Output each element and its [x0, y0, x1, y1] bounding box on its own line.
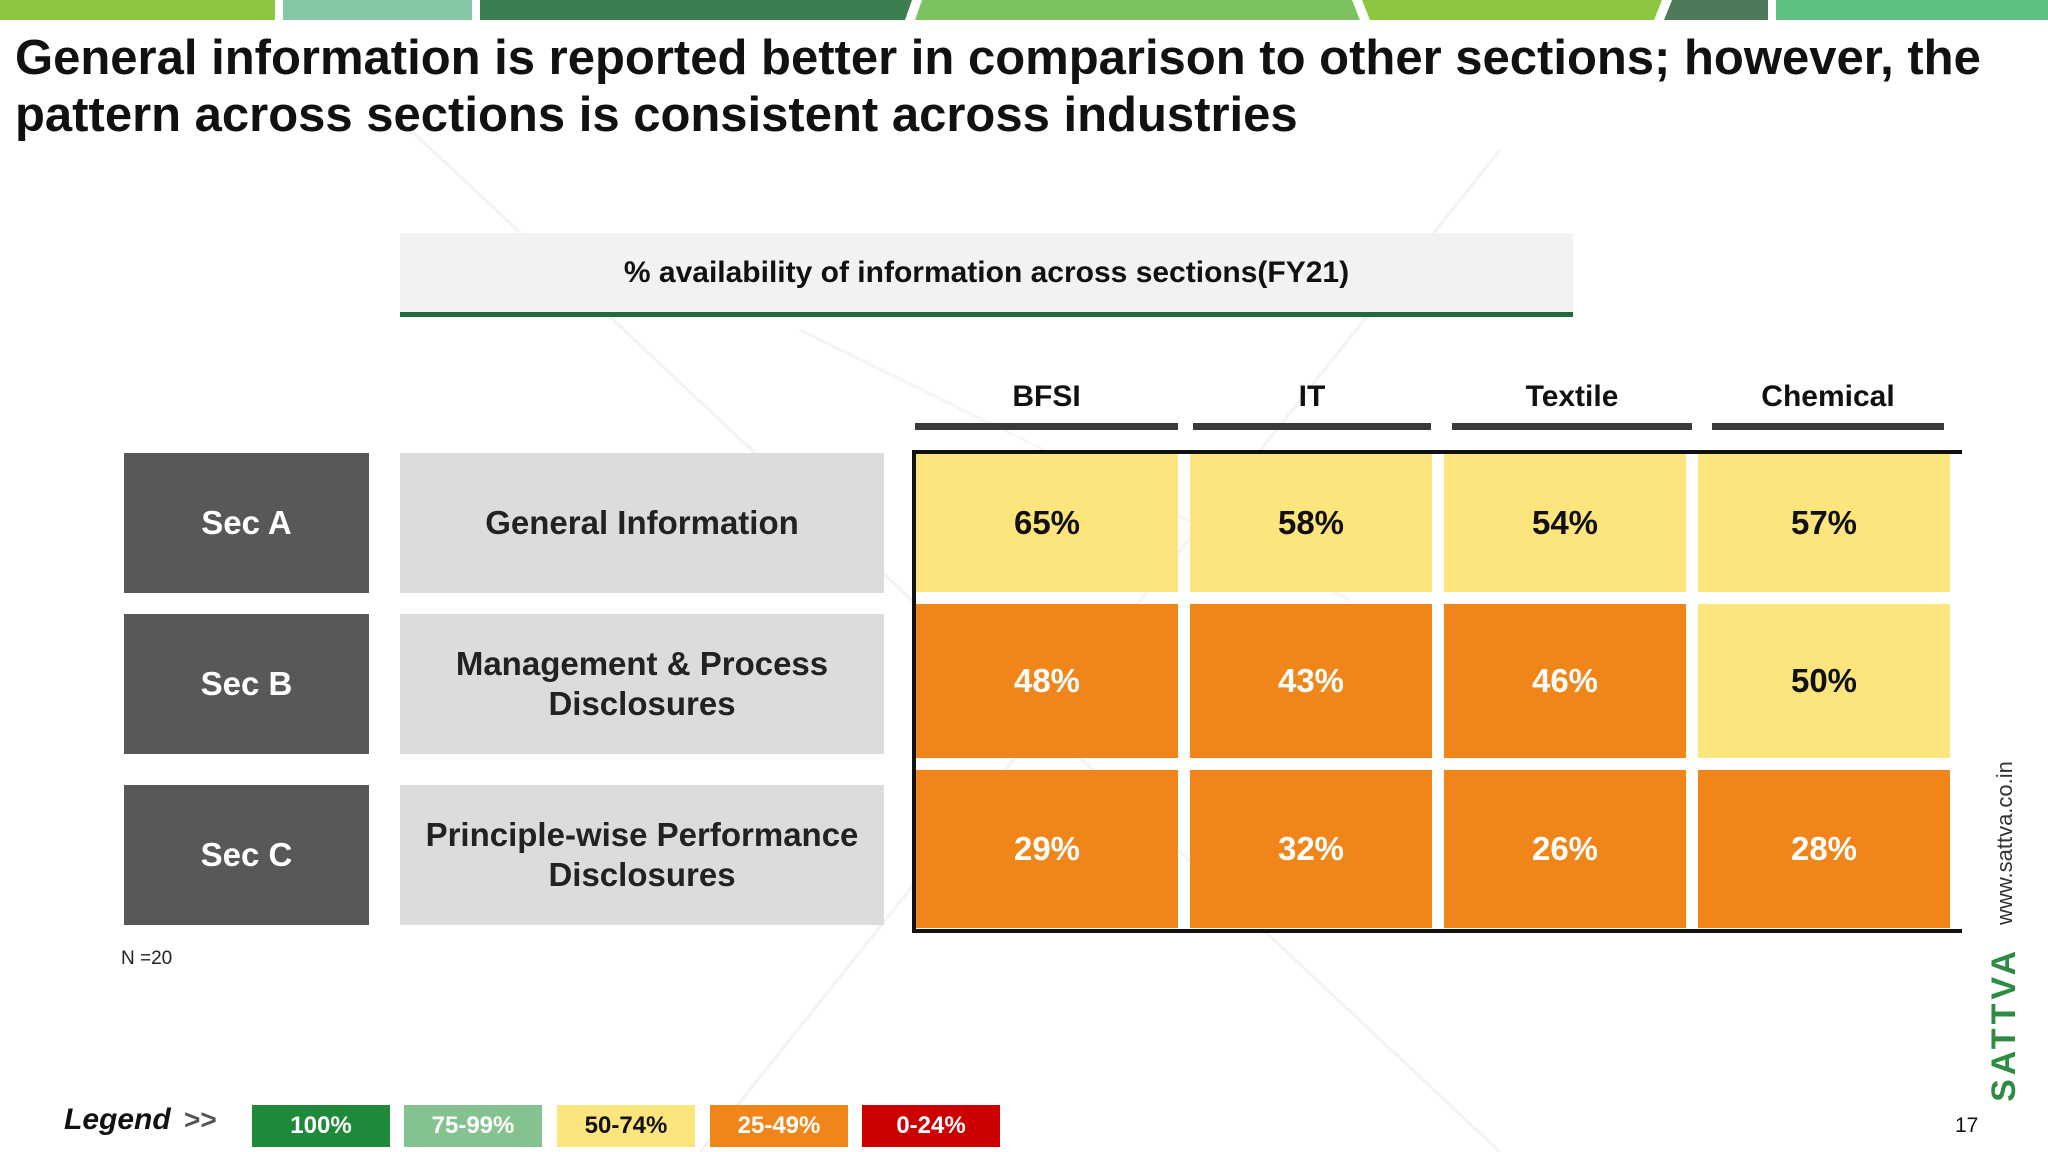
section-label: Sec A [124, 453, 369, 593]
brand-logo-text: SATTVA [1984, 946, 2023, 1102]
heatmap-cell: 46% [1444, 604, 1686, 758]
section-name: Management & Process Disclosures [400, 614, 884, 754]
heatmap-cell: 48% [916, 604, 1178, 758]
legend-item: 75-99% [404, 1105, 542, 1147]
column-header-textile: Textile [1452, 370, 1692, 430]
top-bar-segment [1664, 0, 1768, 20]
heatmap-cell: 26% [1444, 770, 1686, 928]
heatmap-cell: 50% [1698, 604, 1950, 758]
top-bar-segment [283, 0, 472, 20]
legend-item: 50-74% [557, 1105, 695, 1147]
legend-item: 25-49% [710, 1105, 848, 1147]
top-bar-segment [0, 0, 275, 20]
heatmap-frame [912, 450, 1962, 933]
legend-label: Legend [64, 1103, 171, 1136]
section-label: Sec C [124, 785, 369, 925]
section-name: Principle-wise Performance Disclosures [400, 785, 884, 925]
side-branding: SATTVA www.sattva.co.in [1984, 751, 2024, 1111]
column-header-it: IT [1193, 370, 1431, 430]
column-header-bfsi: BFSI [915, 370, 1178, 430]
top-bar-segment [480, 0, 912, 20]
heatmap-cell: 57% [1698, 454, 1950, 592]
top-bar-segment [915, 0, 1360, 20]
top-bar-segment [1362, 0, 1662, 20]
heatmap-cell: 54% [1444, 454, 1686, 592]
heatmap-cell: 65% [916, 454, 1178, 592]
heatmap-cell: 29% [916, 770, 1178, 928]
heatmap-cell: 28% [1698, 770, 1950, 928]
top-color-bar [0, 0, 2048, 20]
heatmap-cell: 58% [1190, 454, 1432, 592]
heatmap-cell: 32% [1190, 770, 1432, 928]
column-header-chemical: Chemical [1712, 370, 1944, 430]
chart-title: % availability of information across sec… [400, 233, 1573, 317]
top-bar-segment [1776, 0, 2048, 20]
slide-title: General information is reported better i… [15, 31, 1981, 142]
heatmap-cell: 43% [1190, 604, 1432, 758]
page-number: 17 [1955, 1114, 1979, 1137]
legend-item: 0-24% [862, 1105, 1000, 1147]
section-name: General Information [400, 453, 884, 593]
legend-arrows: >> [184, 1104, 217, 1135]
section-label: Sec B [124, 614, 369, 754]
legend-item: 100% [252, 1105, 390, 1147]
website-url: www.sattva.co.in [1991, 760, 2017, 925]
sample-size-note: N =20 [121, 948, 173, 969]
